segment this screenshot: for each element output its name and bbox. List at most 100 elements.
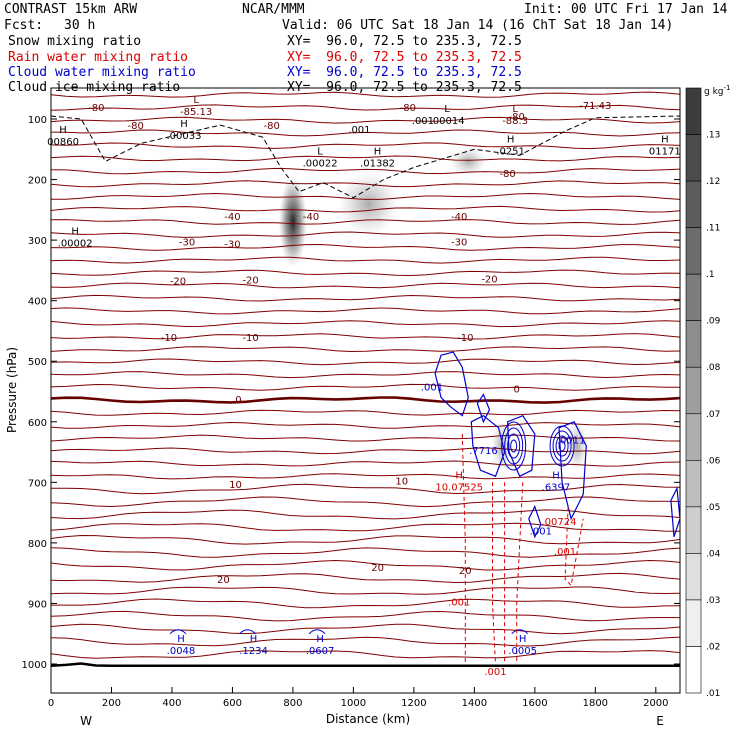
extremum-label: .00724: [541, 517, 576, 528]
temperature-contour: [51, 559, 680, 571]
valid-time: Valid: 06 UTC Sat 18 Jan 14 (16 ChT Sat …: [282, 18, 674, 33]
colorbar-cell: [685, 506, 702, 554]
temperature-contour: [51, 219, 680, 225]
x-tick-label: 1400: [462, 698, 487, 709]
y-tick-label: 900: [28, 599, 47, 610]
rain-water-contour: [516, 482, 524, 664]
y-tick-label: 800: [28, 539, 47, 550]
temperature-label: -30: [224, 240, 240, 251]
temperature-contour: [51, 421, 680, 429]
temperature-contour: [51, 522, 680, 532]
temperature-contour: [51, 167, 680, 175]
temperature-contour: [51, 282, 680, 289]
temperature-label: -80: [400, 103, 416, 114]
temperature-contour: [51, 473, 680, 480]
x-axis-east: E: [656, 714, 664, 728]
extremum-label: H.0607: [306, 634, 335, 657]
extremum-label: .7716: [469, 446, 498, 457]
temperature-label: -20: [242, 275, 258, 286]
temperature-label: -20: [170, 277, 186, 288]
field-snow-name: Snow mixing ratio: [8, 34, 142, 49]
x-tick-label: 1000: [341, 698, 366, 709]
y-tick-label: 300: [28, 236, 47, 247]
cloud-water-contour: [308, 629, 326, 635]
cloud-water-contour: [434, 351, 469, 417]
extremum-label: H.01382: [360, 146, 395, 169]
snow-shading: [567, 421, 588, 471]
extremum-label: .001: [421, 382, 443, 393]
extremum-value: -71.43: [579, 101, 611, 112]
cloud-water-contour: [528, 505, 542, 539]
temperature-contour: [51, 434, 680, 442]
temperature-contour: [51, 409, 680, 416]
temperature-contour: [51, 91, 680, 98]
extremum-label: .001: [530, 527, 552, 538]
temperature-contour: [51, 650, 680, 659]
y-tick-label: 1000: [22, 660, 47, 671]
colorbar-cell: [685, 413, 702, 461]
field-rain-name: Rain water mixing ratio: [8, 50, 189, 65]
field-snow-xy: XY= 96.0, 72.5 to 235.3, 72.5: [287, 34, 522, 49]
extremum-mark: H: [250, 634, 258, 645]
cloud-water-contour: [507, 433, 521, 459]
extremum-mark: L: [444, 104, 450, 115]
extremum-value: .00033: [167, 131, 202, 142]
extremum-mark: L: [193, 95, 199, 106]
extremum-mark: H: [59, 125, 67, 136]
temperature-contour: [51, 483, 680, 495]
cloud-water-contour: [239, 629, 256, 635]
x-tick-label: 600: [223, 698, 242, 709]
x-tick-label: 800: [283, 698, 302, 709]
extremum-label: .001: [554, 547, 576, 558]
temperature-contour: [51, 205, 680, 213]
colorbar-cell: [685, 646, 702, 694]
temperature-contour: [51, 346, 680, 353]
extremum-label: H.00002: [58, 226, 93, 249]
snow-shading: [338, 171, 399, 236]
extremum-value: .00724: [541, 517, 576, 528]
extremum-label: L-85.13: [180, 95, 212, 118]
temperature-contour: [51, 320, 680, 328]
temperature-label: 10: [229, 480, 242, 491]
extremum-label: -71.43: [579, 101, 611, 112]
fcst-label: Fcst:: [4, 18, 44, 33]
extremum-mark: L: [512, 104, 518, 115]
temperature-contour: [51, 383, 680, 391]
extremum-label: .0011: [557, 436, 586, 447]
temperature-label: -80: [128, 121, 144, 132]
temperature-contour: [51, 547, 680, 558]
temperature-label: -30: [179, 237, 195, 248]
colorbar-label: .02: [706, 642, 720, 652]
temperature-contour: [51, 129, 680, 137]
temperature-label: -20: [481, 274, 497, 285]
snow-max-shading: [278, 176, 307, 267]
colorbar-label: .11: [706, 224, 720, 234]
extremum-mark: H: [180, 119, 188, 130]
colorbar-cell: [685, 599, 702, 647]
extremum-value: .001: [530, 527, 552, 538]
temperature-contour: [51, 243, 680, 251]
extremum-mark: L: [317, 146, 323, 157]
extremum-label: H.0048: [167, 634, 196, 657]
temperature-label: 0: [514, 384, 520, 395]
extremum-value: 10.07525: [435, 482, 483, 493]
extremum-label: H.0251: [496, 134, 525, 157]
extremum-value: .0251: [496, 146, 525, 157]
temperature-label: -80: [499, 169, 515, 180]
cloud-water-contour: [670, 486, 680, 537]
center-name: NCAR/MMM: [242, 2, 305, 17]
temperature-contour: [51, 586, 680, 595]
extremum-label: H.00033: [167, 119, 202, 142]
extremum-mark: H: [455, 470, 463, 481]
y-tick-label: 400: [28, 297, 47, 308]
temperature-contour: [51, 155, 680, 162]
x-axis-title: Distance (km): [326, 712, 410, 726]
extremum-value: -85.13: [180, 107, 212, 118]
temperature-contour: [51, 496, 680, 508]
cloud-water-contour: [501, 421, 527, 471]
temperature-contour: [51, 598, 680, 609]
temperature-contour: [51, 333, 680, 340]
cloud-water-contour: [558, 421, 587, 521]
